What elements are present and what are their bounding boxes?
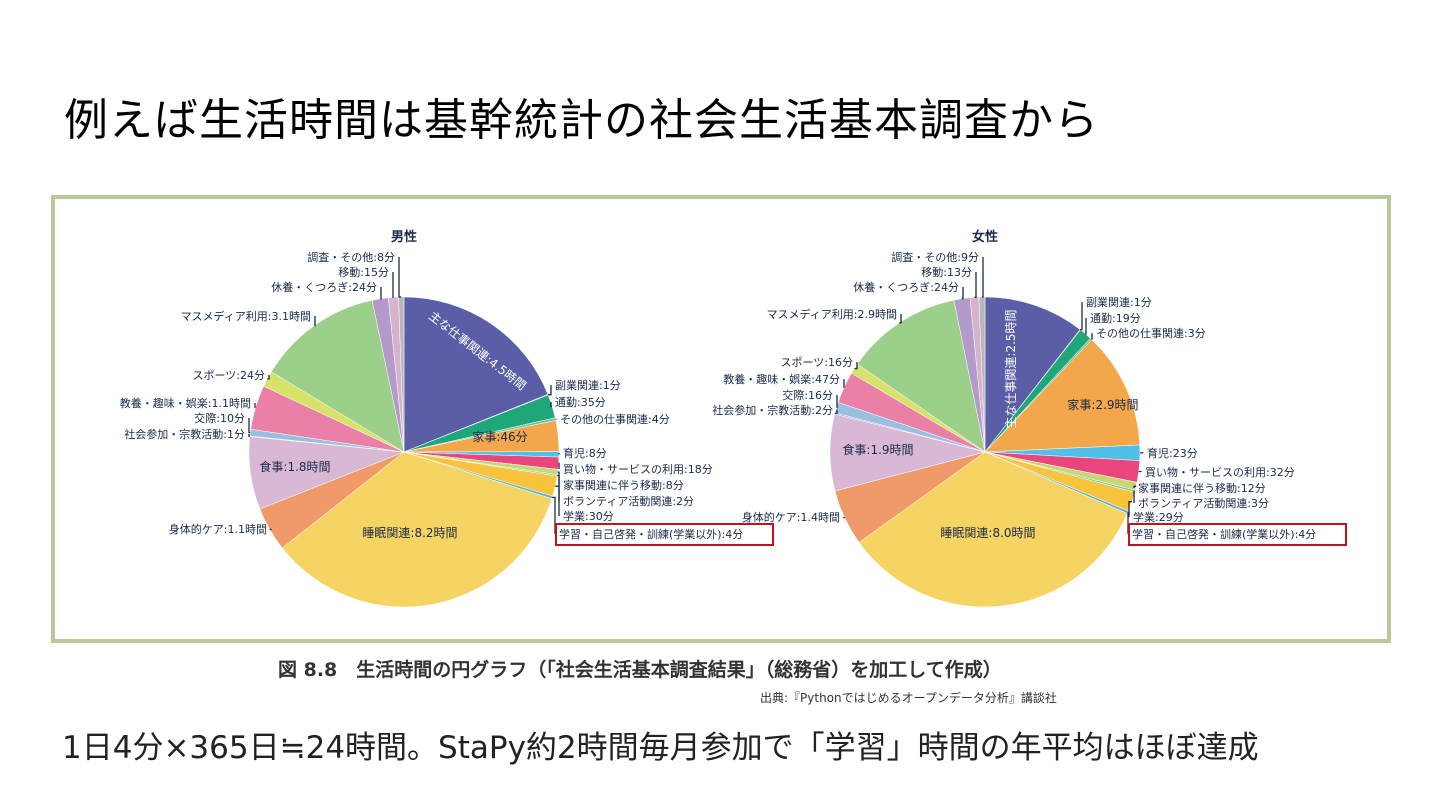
- slice-label: 教養・趣味・娯楽:47分: [723, 372, 840, 386]
- leader-line: [552, 496, 556, 534]
- leader-line: [1133, 490, 1135, 503]
- leader-line: [843, 517, 845, 519]
- slice-label: 学業:29分: [1133, 510, 1184, 524]
- slice-label: 家事:46分: [472, 429, 527, 444]
- slice-label: その他の仕事関連:4分: [560, 412, 670, 426]
- slice-label: 社会参加・宗教活動:2分: [712, 403, 833, 417]
- figure-caption: 図 8.8 生活時間の円グラフ（「社会生活基本調査結果」（総務省）を加工して作成…: [278, 659, 1002, 681]
- leader-line: [314, 316, 316, 327]
- source-note: 出典:『Pythonではじめるオープンデータ分析』講談社: [760, 691, 1057, 705]
- slice-label: 育児:8分: [563, 446, 607, 460]
- slice-label: 副業関連:1分: [1086, 295, 1152, 309]
- slice-label: 睡眠関連:8.2時間: [362, 526, 457, 540]
- slice-label: 食事:1.9時間: [842, 442, 913, 457]
- slice-label: マスメディア利用:2.9時間: [767, 307, 897, 321]
- slice-label: 教養・趣味・娯楽:1.1時間: [120, 396, 251, 410]
- slice-label: 交際:16分: [782, 388, 833, 402]
- slice-label: 育児:23分: [1147, 446, 1198, 460]
- slice-label: 調査・その他:8分: [307, 250, 395, 264]
- slice-label: 学業:30分: [563, 509, 614, 523]
- leader-line: [981, 257, 984, 298]
- note-text: 1日4分×365日≒24時間。StaPy約2時間毎月参加で「学習」時間の年平均は…: [62, 730, 1259, 766]
- leader-line: [254, 403, 256, 408]
- highlight-box: [555, 523, 774, 546]
- slice-label: 移動:13分: [921, 265, 972, 279]
- leader-line: [1128, 501, 1132, 517]
- leader-line: [550, 402, 553, 407]
- slice-label: 家事:2.9時間: [1067, 397, 1138, 412]
- leader-line: [1138, 470, 1142, 473]
- slice-label: 身体的ケア:1.4時間: [742, 510, 840, 524]
- leader-line: [899, 314, 902, 324]
- pie-slice: [858, 451, 1128, 608]
- leader-line: [961, 287, 964, 300]
- leader-line: [1133, 485, 1137, 488]
- slice-label: 学習・自己啓発・訓練(学業以外):4分: [1132, 527, 1316, 541]
- slice-label: 食事:1.8時間: [259, 459, 330, 474]
- pie-title: 女性: [972, 229, 998, 245]
- leader-line: [555, 485, 560, 516]
- slide-title: 例えば生活時間は基幹統計の社会生活基本調査から: [64, 95, 1099, 146]
- slice-label: 身体的ケア:1.1時間: [169, 522, 267, 536]
- slice-label: 通勤:35分: [555, 396, 606, 409]
- pie-slice: [984, 296, 1081, 453]
- slice-label: 家事関連に伴う移動:12分: [1138, 481, 1266, 495]
- leader-line: [1080, 302, 1083, 331]
- pie-slice: [984, 339, 1141, 453]
- leader-line: [836, 395, 838, 409]
- highlight-box: [1128, 523, 1347, 546]
- leader-line: [834, 410, 838, 415]
- leader-line: [854, 362, 858, 370]
- slice-label: スポーツ:16分: [781, 356, 853, 369]
- leader-line: [974, 272, 977, 299]
- slice-label: 副業関連:1分: [555, 378, 621, 392]
- slice-label: マスメディア利用:3.1時間: [181, 309, 311, 323]
- leader-line: [1085, 318, 1087, 335]
- slice-label: 主な仕事関連:2.5時間: [1004, 309, 1018, 428]
- slice-label: 休養・くつろぎ:24分: [271, 280, 377, 294]
- leader-line: [548, 385, 552, 396]
- slice-label: 移動:15分: [338, 265, 389, 279]
- slice-label: 調査・その他:9分: [891, 250, 979, 264]
- slice-label: ボランティア活動関連:3分: [1138, 496, 1269, 510]
- slice-label: 休養・くつろぎ:24分: [853, 280, 959, 294]
- pie-slice: [403, 296, 549, 453]
- slice-label: 家事関連に伴う移動:8分: [563, 478, 684, 492]
- pie-title: 男性: [391, 229, 417, 245]
- slice-label: 買い物・サービスの利用:32分: [1145, 465, 1295, 479]
- slice-label: 睡眠関連:8.0時間: [940, 526, 1035, 540]
- slice-label: 通勤:19分: [1090, 312, 1141, 325]
- pie-slice: [281, 451, 553, 608]
- leader-line: [1091, 333, 1093, 340]
- leader-line: [248, 434, 250, 437]
- leader-line: [267, 375, 270, 380]
- leader-line: [380, 287, 382, 300]
- leader-line: [248, 418, 251, 434]
- slice-label: その他の仕事関連:3分: [1096, 326, 1206, 340]
- slice-label: 交際:10分: [194, 411, 245, 425]
- slice-label: スポーツ:24分: [193, 369, 265, 382]
- chart-frame: 男性 主な仕事関連:4.5時間 副業関連:1分 通勤:35分 その他の仕事関連:4分 家事…: [51, 195, 1391, 643]
- slice-label: 買い物・サービスの利用:18分: [563, 462, 713, 476]
- slice-label: 学習・自己啓発・訓練(学業以外):4分: [559, 527, 743, 541]
- leader-line: [398, 257, 402, 298]
- slice-label: ボランティア活動関連:2分: [563, 494, 694, 508]
- slice-label: 社会参加・宗教活動:1分: [124, 427, 245, 441]
